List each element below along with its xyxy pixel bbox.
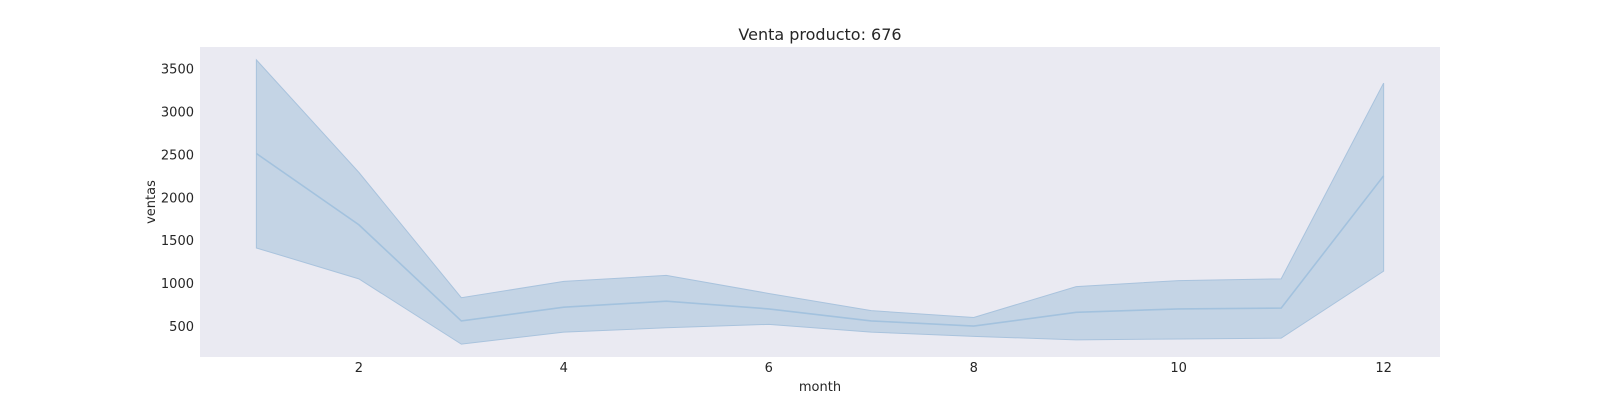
y-tick-label: 3000 xyxy=(161,105,194,120)
confidence-band xyxy=(255,58,1385,345)
y-tick-label: 1500 xyxy=(161,234,194,249)
y-tick-label: 3500 xyxy=(161,62,194,77)
y-axis-label: ventas xyxy=(144,180,159,224)
y-tick-label: 1000 xyxy=(161,277,194,292)
series-line xyxy=(255,152,1385,327)
x-axis-label: month xyxy=(799,380,841,395)
x-tick-label: 4 xyxy=(560,361,568,376)
y-tick-label: 2000 xyxy=(161,191,194,206)
chart-title: Venta producto: 676 xyxy=(738,25,901,44)
x-tick-label: 12 xyxy=(1375,361,1392,376)
y-axis-ticks: 500 1000 1500 2000 2500 3000 3500 xyxy=(161,62,194,335)
y-tick-label: 2500 xyxy=(161,148,194,163)
x-tick-label: 10 xyxy=(1170,361,1187,376)
x-axis-ticks: 2 4 6 8 10 12 xyxy=(355,361,1392,376)
x-tick-label: 2 xyxy=(355,361,363,376)
x-tick-label: 8 xyxy=(970,361,978,376)
y-tick-label: 500 xyxy=(169,320,194,335)
x-tick-label: 6 xyxy=(765,361,773,376)
